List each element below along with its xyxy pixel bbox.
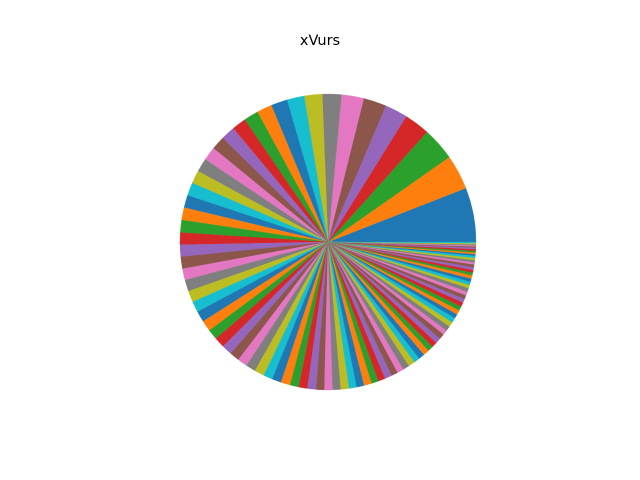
pie-slice-100 [327,241,477,244]
chart-title: xVurs [299,33,341,49]
